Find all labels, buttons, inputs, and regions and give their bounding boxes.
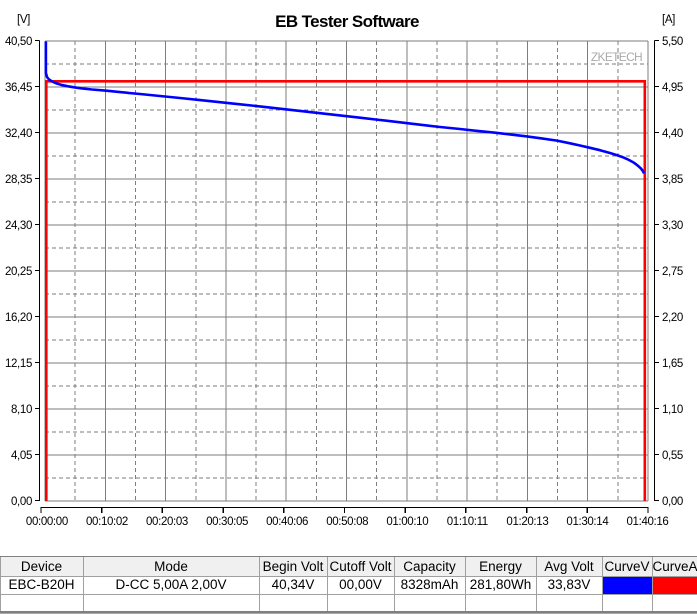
svg-text:1,65: 1,65 (662, 358, 683, 370)
svg-text:01:10:11: 01:10:11 (447, 516, 488, 528)
svg-text:5,50: 5,50 (662, 36, 683, 48)
svg-text:28,35: 28,35 (5, 174, 32, 186)
svg-text:16,20: 16,20 (5, 312, 32, 324)
svg-text:01:30:14: 01:30:14 (566, 516, 609, 528)
svg-text:24,30: 24,30 (5, 220, 32, 232)
svg-text:3,30: 3,30 (662, 220, 683, 232)
svg-text:01:20:13: 01:20:13 (506, 516, 548, 528)
svg-text:EB Tester Software: EB Tester Software (275, 12, 419, 31)
svg-text:[V]: [V] (17, 14, 30, 26)
svg-text:00:20:03: 00:20:03 (146, 516, 188, 528)
svg-text:3,85: 3,85 (662, 174, 683, 186)
svg-text:4,40: 4,40 (662, 128, 683, 140)
svg-text:40,50: 40,50 (5, 36, 32, 48)
svg-text:4,95: 4,95 (662, 82, 683, 94)
svg-text:00:10:02: 00:10:02 (86, 516, 128, 528)
svg-text:32,40: 32,40 (5, 128, 32, 140)
svg-text:0,00: 0,00 (11, 496, 32, 508)
svg-text:[A]: [A] (662, 14, 675, 26)
svg-text:00:00:00: 00:00:00 (26, 516, 68, 528)
svg-text:0,00: 0,00 (662, 496, 683, 508)
svg-text:0,55: 0,55 (662, 450, 683, 462)
svg-text:36,45: 36,45 (5, 82, 32, 94)
svg-text:2,20: 2,20 (662, 312, 683, 324)
svg-text:00:50:08: 00:50:08 (326, 516, 368, 528)
svg-text:01:40:16: 01:40:16 (627, 516, 669, 528)
svg-text:8,10: 8,10 (11, 404, 32, 416)
svg-text:ZKETECH: ZKETECH (591, 50, 642, 64)
svg-text:12,15: 12,15 (5, 358, 32, 370)
svg-text:2,75: 2,75 (662, 266, 683, 278)
svg-text:20,25: 20,25 (5, 266, 32, 278)
svg-text:4,05: 4,05 (11, 450, 32, 462)
svg-text:01:00:10: 01:00:10 (386, 516, 428, 528)
svg-text:1,10: 1,10 (662, 404, 683, 416)
svg-text:00:30:05: 00:30:05 (206, 516, 248, 528)
svg-text:00:40:06: 00:40:06 (266, 516, 308, 528)
